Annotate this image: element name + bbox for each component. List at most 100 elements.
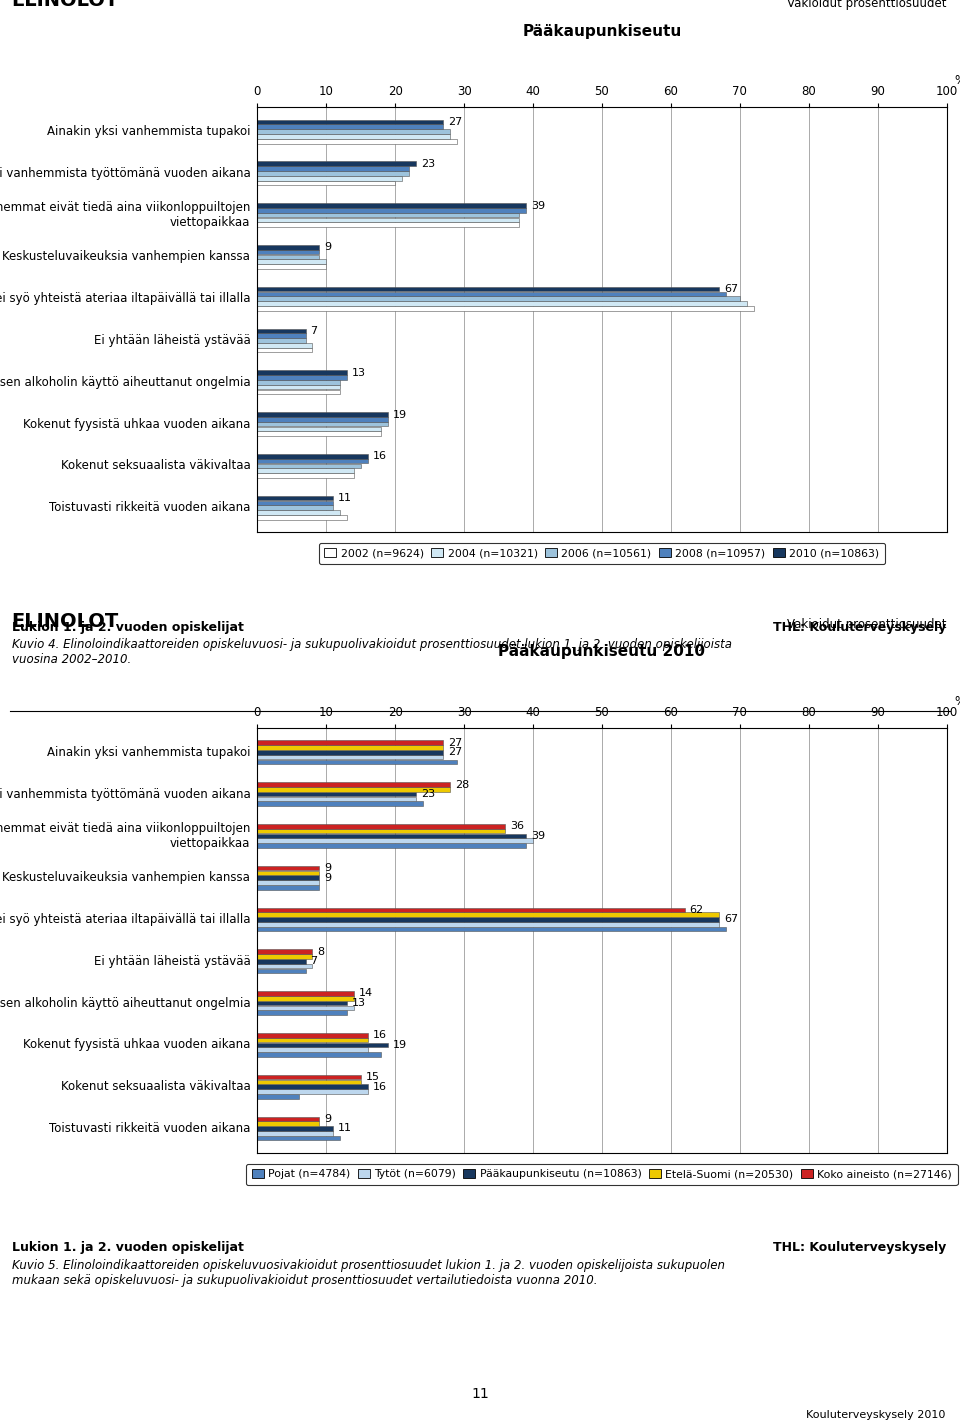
Bar [257,885,320,889]
Bar [257,138,457,144]
Bar [257,371,347,375]
Bar [257,833,526,838]
Text: Vakioidut prosenttiosuudet: Vakioidut prosenttiosuudet [787,618,947,631]
Text: 14: 14 [359,989,372,999]
Bar [257,338,305,342]
Bar [257,260,326,264]
Bar [257,301,747,305]
Bar [257,501,333,505]
Text: 19: 19 [393,410,407,420]
Bar [257,1052,381,1057]
Text: 13: 13 [351,368,366,378]
Bar [257,124,444,128]
Bar [257,134,450,138]
Bar [257,218,519,223]
Text: Kuvio 5. Elinoloindikaattoreiden opiskeluvuosivakioidut prosenttiosuudet lukion : Kuvio 5. Elinoloindikaattoreiden opiskel… [12,1259,725,1287]
Text: THL: Kouluterveyskysely: THL: Kouluterveyskysely [774,621,947,634]
Text: 62: 62 [689,905,704,915]
Legend: Pojat (n=4784), Tytöt (n=6079), Pääkaupunkiseutu (n=10863), Etelä-Suomi (n=20530: Pojat (n=4784), Tytöt (n=6079), Pääkaupu… [247,1164,957,1184]
Bar [257,264,326,268]
Bar [257,505,333,509]
Text: Lukion 1. ja 2. vuoden opiskelijat: Lukion 1. ja 2. vuoden opiskelijat [12,1241,244,1254]
Text: 15: 15 [366,1072,379,1082]
Text: 9: 9 [324,863,331,873]
Text: 23: 23 [420,158,435,168]
Text: 39: 39 [531,201,545,211]
Bar [257,1033,368,1037]
Text: 11: 11 [338,494,352,504]
Bar [257,996,354,1000]
Bar [257,992,354,996]
Bar [257,843,526,848]
Bar [257,1010,347,1015]
Bar [257,751,444,755]
Text: 9: 9 [324,243,331,253]
Text: %: % [954,695,960,708]
Bar [257,390,340,394]
Bar [257,823,505,829]
Bar [257,515,347,519]
Bar [257,495,333,501]
Bar [257,464,361,468]
Bar [257,380,340,385]
Text: 36: 36 [511,822,524,832]
Text: ELINOLOT: ELINOLOT [12,612,119,631]
Bar [257,796,416,801]
Bar [257,839,533,843]
Text: Pääkaupunkiseutu: Pääkaupunkiseutu [522,23,682,39]
Bar [257,918,719,922]
Text: ELINOLOT: ELINOLOT [12,0,119,10]
Text: 27: 27 [448,117,463,127]
Text: 27: 27 [448,748,463,758]
Bar [257,969,305,973]
Text: Kouluterveyskysely 2010: Kouluterveyskysely 2010 [806,1410,946,1420]
Bar [257,176,402,180]
Bar [257,963,312,969]
Bar [257,955,312,959]
Bar [257,912,719,918]
Text: 7: 7 [310,325,318,335]
Bar [257,1116,320,1122]
Bar [257,1043,388,1047]
Bar [257,223,519,227]
Bar [257,1095,299,1099]
Bar [257,782,450,786]
Bar [257,305,754,311]
Text: 27: 27 [448,738,463,748]
Bar [257,245,320,250]
Bar [257,880,320,885]
Bar [257,120,444,124]
Bar [257,1037,368,1042]
Bar [257,1136,340,1140]
Bar [257,759,457,765]
Bar [257,474,354,478]
Text: 8: 8 [317,946,324,956]
Bar [257,250,320,254]
Bar [257,459,368,464]
Text: Kuvio 4. Elinoloindikaattoreiden opiskeluvuosi- ja sukupuolivakioidut prosenttio: Kuvio 4. Elinoloindikaattoreiden opiskel… [12,638,732,666]
Text: 9: 9 [324,1114,331,1124]
Text: THL: Kouluterveyskysely: THL: Kouluterveyskysely [774,1241,947,1254]
Bar [257,1047,368,1052]
Bar [257,1006,354,1010]
Bar [257,786,450,792]
Bar [257,213,519,217]
Text: 67: 67 [724,284,738,294]
Bar [257,1085,368,1089]
Bar [257,755,444,759]
Bar [257,412,388,417]
Bar [257,203,526,208]
Text: 39: 39 [531,831,545,841]
Bar [257,328,305,334]
Bar [257,1075,361,1079]
Bar [257,161,416,166]
Bar [257,741,444,745]
Bar [257,1080,361,1085]
Bar [257,875,320,880]
Text: 7: 7 [310,956,318,966]
Text: 67: 67 [724,915,738,925]
Bar [257,166,409,171]
Text: Pääkaupunkiseutu 2010: Pääkaupunkiseutu 2010 [498,644,706,659]
Bar [257,829,505,833]
Bar [257,511,340,515]
